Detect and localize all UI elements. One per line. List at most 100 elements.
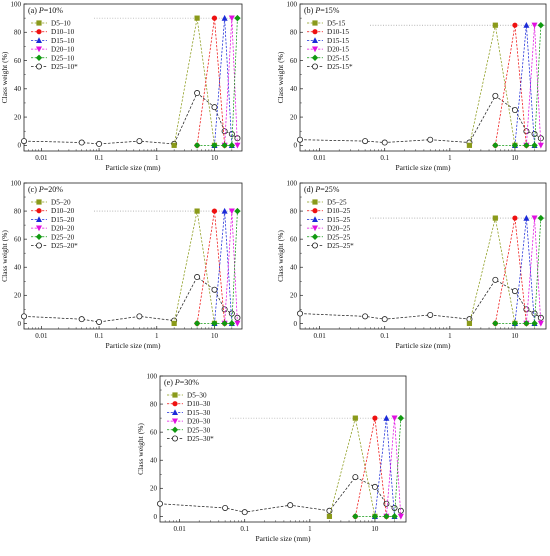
data-point bbox=[362, 138, 369, 145]
legend-marker bbox=[35, 233, 43, 240]
data-point bbox=[211, 142, 218, 149]
data-point bbox=[234, 142, 241, 149]
series-d5 bbox=[171, 208, 218, 326]
x-tick-label: 0.1 bbox=[380, 154, 389, 162]
legend-marker bbox=[311, 233, 319, 240]
data-point bbox=[523, 214, 530, 221]
legend-label: D25–25* bbox=[327, 242, 354, 250]
legend-marker bbox=[35, 54, 43, 61]
plot-frame bbox=[23, 3, 243, 152]
legend-marker bbox=[312, 216, 318, 222]
y-tick-label: 40 bbox=[14, 264, 22, 272]
legend-label: D10–25 bbox=[327, 207, 351, 215]
data-point bbox=[234, 14, 241, 22]
legend-label: D15–10 bbox=[51, 37, 75, 45]
data-point bbox=[391, 513, 398, 520]
data-point bbox=[287, 502, 294, 509]
series-line bbox=[514, 25, 535, 146]
y-tick-label: 80 bbox=[14, 29, 22, 37]
data-point bbox=[78, 316, 85, 323]
series-line bbox=[514, 218, 535, 324]
y-tick-label: 80 bbox=[290, 29, 298, 37]
legend-marker bbox=[311, 63, 318, 70]
y-tick-label: 20 bbox=[290, 292, 298, 300]
data-point bbox=[221, 207, 228, 214]
data-point bbox=[352, 513, 359, 520]
data-point bbox=[221, 14, 228, 21]
data-point bbox=[352, 415, 358, 421]
legend-label: D20–30 bbox=[187, 418, 211, 426]
series-line bbox=[469, 218, 516, 324]
series-line bbox=[494, 25, 527, 146]
legend-label: D25–30* bbox=[187, 435, 214, 443]
data-point bbox=[531, 22, 538, 29]
legend-label: D10–20 bbox=[51, 207, 75, 215]
y-tick-label: 100 bbox=[287, 0, 298, 8]
series-star bbox=[156, 474, 404, 516]
legend-marker bbox=[36, 63, 43, 70]
data-point bbox=[221, 142, 228, 149]
y-axis-label: Class weight (%) bbox=[0, 230, 9, 282]
data-point bbox=[523, 320, 530, 327]
y-tick-label: 40 bbox=[290, 264, 298, 272]
data-point bbox=[136, 313, 143, 320]
data-point bbox=[523, 142, 530, 149]
x-tick-label: 1 bbox=[155, 332, 159, 340]
y-tick-label: 60 bbox=[14, 57, 22, 65]
data-point bbox=[211, 320, 218, 327]
data-point bbox=[492, 92, 499, 99]
x-tick-label: 1 bbox=[155, 154, 159, 162]
x-tick-label: 10 bbox=[211, 154, 219, 162]
data-point bbox=[537, 135, 544, 142]
series-line bbox=[23, 276, 238, 323]
series-line bbox=[355, 418, 402, 517]
legend-marker bbox=[311, 242, 318, 249]
series-line bbox=[23, 92, 238, 145]
data-point bbox=[511, 142, 519, 149]
series-d25 bbox=[492, 214, 545, 327]
legend-marker bbox=[312, 46, 318, 53]
data-point bbox=[228, 310, 235, 317]
x-tick-label: 0.01 bbox=[313, 154, 326, 162]
legend-marker bbox=[36, 29, 42, 35]
series-line bbox=[196, 18, 226, 146]
y-tick-label: 100 bbox=[11, 0, 22, 8]
data-point bbox=[211, 208, 218, 214]
data-point bbox=[381, 316, 388, 323]
data-point bbox=[326, 513, 333, 519]
series-d5 bbox=[171, 15, 218, 148]
legend-label: D25–20* bbox=[51, 242, 78, 250]
data-point bbox=[171, 142, 177, 148]
series-d5 bbox=[326, 415, 378, 519]
data-point bbox=[228, 142, 236, 149]
chart-panel-1: 0 20 40 60 80 100 0.01 0.1 1 10 Particle size (mm)… bbox=[0, 0, 243, 172]
data-point bbox=[222, 504, 229, 511]
legend-marker bbox=[172, 409, 178, 415]
legend-label: D5-15 bbox=[327, 20, 346, 28]
data-point bbox=[221, 306, 228, 313]
series-d25 bbox=[492, 22, 545, 149]
series-line bbox=[374, 418, 395, 517]
series-line bbox=[354, 418, 387, 517]
legend-marker bbox=[36, 37, 42, 43]
series-star bbox=[20, 90, 241, 147]
data-point bbox=[156, 500, 163, 507]
data-point bbox=[466, 320, 473, 326]
data-point bbox=[78, 139, 85, 146]
data-point bbox=[427, 136, 434, 143]
data-point bbox=[352, 474, 359, 481]
legend-marker bbox=[36, 208, 42, 214]
legend-marker bbox=[312, 29, 318, 35]
series-line bbox=[495, 25, 542, 146]
legend-label: D5–25 bbox=[327, 199, 347, 207]
x-tick-label: 10 bbox=[211, 332, 219, 340]
x-tick-label: 0.1 bbox=[95, 154, 104, 162]
data-point bbox=[20, 138, 27, 145]
y-tick-label: 0 bbox=[294, 320, 298, 328]
data-point bbox=[221, 128, 228, 135]
legend-marker bbox=[172, 392, 178, 398]
series-star bbox=[296, 92, 544, 146]
series-d25 bbox=[352, 414, 405, 520]
data-point bbox=[96, 318, 103, 325]
